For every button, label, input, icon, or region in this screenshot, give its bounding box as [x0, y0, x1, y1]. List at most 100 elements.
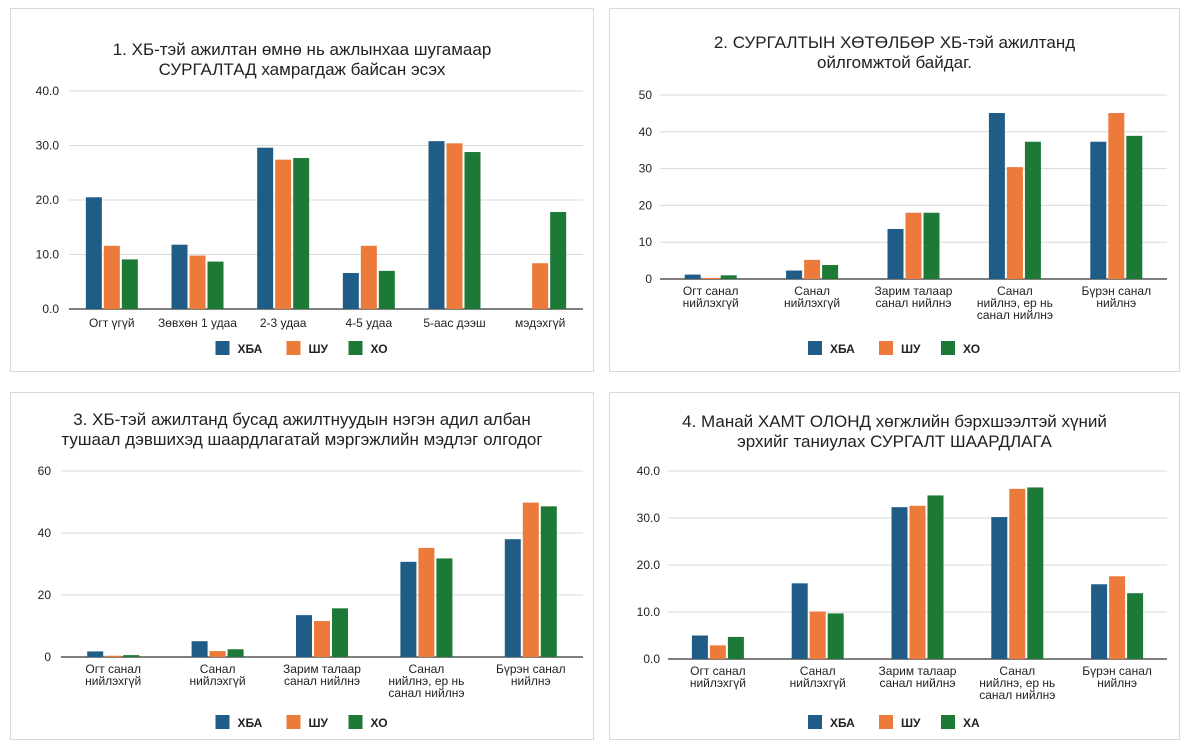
chart-2-bar-ХО-5 — [1126, 135, 1143, 279]
chart-3-y-tick-label: 40 — [38, 526, 52, 540]
chart-1-title-line-2: СУРГАЛТАД хамрагдаж байсан эсэх — [159, 60, 446, 79]
chart-4-legend-swatch — [941, 715, 955, 729]
chart-4-bar-ХА-3 — [927, 495, 944, 659]
chart-2-bar-ХО-4 — [1024, 141, 1041, 279]
chart-panel-1: 1. ХБ-тэй ажилтан өмнө нь ажлынхаа шугам… — [10, 8, 594, 372]
chart-1-legend-swatch — [215, 341, 230, 355]
chart-1-legend-label: ШУ — [309, 342, 329, 356]
chart-2-bar-ШУ-2 — [804, 259, 821, 279]
chart-2-category-label: Огт санал нийлэхгүй — [683, 284, 739, 310]
chart-3-legend-label: ХБА — [238, 716, 263, 730]
chart-2-y-tick-label: 30 — [639, 162, 653, 176]
chart-2-bar-ШУ-1 — [702, 277, 719, 279]
chart-4-bar-ХБА-2 — [791, 583, 808, 659]
chart-1-bar-ХО-2 — [207, 261, 224, 309]
chart-panel-2: 2. СУРГАЛТЫН ХӨТӨЛБӨР ХБ-тэй ажилтанд ойл… — [609, 8, 1180, 372]
chart-3-bar-ХБА-1 — [87, 651, 104, 657]
chart-3-bar-ХБА-3 — [296, 615, 312, 657]
chart-2-bar-ШУ-4 — [1006, 167, 1023, 279]
chart-3-category-label: Огт санал нийлэхгүй — [85, 662, 141, 688]
chart-1-category-label: мэдэхгүй — [515, 316, 565, 330]
chart-1-y-tick-label: 20.0 — [36, 193, 60, 207]
chart-1-bar-ШУ-6 — [532, 263, 549, 309]
chart-1-legend-swatch — [348, 341, 363, 355]
chart-3-y-tick-label: 0 — [44, 650, 51, 664]
chart-4-legend-label: ХБА — [830, 716, 855, 730]
chart-4-category-label: Санал нийлэхгүй — [790, 664, 846, 690]
chart-4-category-label: Санал нийлнэ, ер нь санал нийлнэ — [979, 664, 1055, 702]
chart-2-y-tick-label: 10 — [639, 235, 653, 249]
chart-panel-3: 3. ХБ-тэй ажилтанд бусад ажилтнуудын нэг… — [10, 392, 594, 740]
chart-3-category-label: Санал нийлэхгүй — [190, 662, 246, 688]
chart-1-bar-ШУ-5 — [446, 143, 463, 309]
chart-2-svg: 2. СУРГАЛТЫН ХӨТӨЛБӨР ХБ-тэй ажилтандойл… — [639, 33, 1167, 356]
chart-3-title-line-2: тушаал дэвшихэд шаардлагатай мэргэжлийн … — [61, 430, 542, 449]
chart-3-bar-ШУ-2 — [209, 651, 226, 657]
chart-2-bar-ХБА-2 — [786, 270, 803, 279]
chart-4-bar-ШУ-5 — [1109, 576, 1126, 659]
chart-1-svg: 1. ХБ-тэй ажилтан өмнө нь ажлынхаа шугам… — [36, 40, 583, 356]
chart-3-legend-swatch — [348, 715, 363, 729]
chart-3-bar-ХО-2 — [227, 649, 244, 657]
chart-2-bar-ХБА-4 — [988, 113, 1005, 279]
chart-1-category-label: 4-5 удаа — [346, 316, 393, 330]
chart-4-legend-swatch — [808, 715, 822, 729]
chart-1-y-tick-label: 0.0 — [42, 302, 59, 316]
chart-1-category-label: 2-3 удаа — [260, 316, 307, 330]
chart-2-y-tick-label: 20 — [639, 198, 653, 212]
chart-3-legend-swatch — [286, 715, 301, 729]
chart-4-category-label: Бүрэн санал нийлнэ — [1082, 664, 1152, 690]
chart-4-bar-ХБА-4 — [991, 517, 1008, 659]
chart-4-svg: 4. Манай ХАМТ ОЛОНД хөгжлийн бэрхшээлтэй… — [637, 412, 1167, 730]
chart-4-bar-ШУ-4 — [1009, 488, 1026, 659]
chart-4-legend-swatch — [879, 715, 893, 729]
chart-1-legend-swatch — [286, 341, 301, 355]
chart-2-title-line-2: ойлгомжтой байдаг. — [817, 53, 972, 72]
chart-3-bar-ХБА-4 — [400, 561, 417, 657]
chart-1-y-tick-label: 40.0 — [36, 84, 60, 98]
chart-2-legend-swatch — [941, 341, 955, 355]
chart-2-legend-swatch — [808, 341, 822, 355]
chart-4-bar-ХБА-5 — [1091, 584, 1108, 659]
chart-panel-4: 4. Манай ХАМТ ОЛОНД хөгжлийн бэрхшээлтэй… — [609, 392, 1180, 740]
chart-3-legend-swatch — [215, 715, 230, 729]
chart-2-legend-label: ХО — [963, 342, 980, 356]
chart-3-bar-ШУ-5 — [522, 502, 539, 657]
chart-4-y-tick-label: 0.0 — [643, 652, 660, 666]
chart-2-category-label: Санал нийлэхгүй — [784, 284, 840, 310]
chart-2-bar-ШУ-5 — [1108, 113, 1125, 279]
chart-2-y-tick-label: 0 — [645, 272, 652, 286]
chart-2-bar-ХО-1 — [720, 275, 737, 279]
chart-1-category-label: Зөвхөн 1 удаа — [158, 316, 237, 330]
chart-4-legend-label: ШУ — [901, 716, 921, 730]
chart-3-y-tick-label: 20 — [38, 588, 52, 602]
chart-2-title-line-1: 2. СУРГАЛТЫН ХӨТӨЛБӨР ХБ-тэй ажилтанд — [714, 33, 1075, 52]
chart-4-category-label: Огт санал нийлэхгүй — [690, 664, 746, 690]
chart-3-category-label: Санал нийлнэ, ер нь санал нийлнэ — [388, 662, 464, 700]
chart-2-bar-ХО-3 — [923, 212, 940, 279]
chart-1-category-label: 5-аас дээш — [423, 316, 485, 330]
chart-2-category-label: Санал нийлнэ, ер нь санал нийлнэ — [977, 284, 1053, 322]
chart-1-y-tick-label: 30.0 — [36, 139, 60, 153]
chart-4-bar-ХБА-1 — [691, 635, 708, 659]
chart-3-y-tick-label: 60 — [38, 464, 52, 478]
chart-3-bar-ШУ-4 — [418, 547, 435, 657]
chart-4-title-line-2: эрхийг таниулах СУРГАЛТ ШААРДЛАГА — [737, 432, 1052, 451]
chart-4-bar-ШУ-3 — [909, 505, 926, 659]
chart-3-bar-ХО-4 — [436, 558, 453, 657]
chart-2-bar-ХБА-3 — [887, 228, 904, 279]
chart-3-bar-ШУ-3 — [314, 621, 330, 657]
chart-1-bar-ХО-5 — [464, 152, 481, 309]
chart-4-title-line-1: 4. Манай ХАМТ ОЛОНД хөгжлийн бэрхшээлтэй… — [682, 412, 1107, 431]
chart-3-bar-ХО-1 — [123, 655, 140, 657]
chart-1-legend-label: ХО — [371, 342, 388, 356]
chart-4-bar-ХА-4 — [1027, 487, 1044, 659]
chart-2-bar-ХО-2 — [822, 265, 839, 279]
chart-1-bar-ХО-6 — [550, 211, 567, 309]
chart-4-bar-ХА-5 — [1127, 593, 1144, 659]
chart-4-bar-ШУ-2 — [809, 611, 826, 659]
chart-4-legend-label: ХА — [963, 716, 980, 730]
chart-3-bar-ХО-3 — [332, 608, 348, 657]
chart-4-y-tick-label: 10.0 — [637, 605, 661, 619]
chart-2-bar-ШУ-3 — [905, 212, 922, 279]
